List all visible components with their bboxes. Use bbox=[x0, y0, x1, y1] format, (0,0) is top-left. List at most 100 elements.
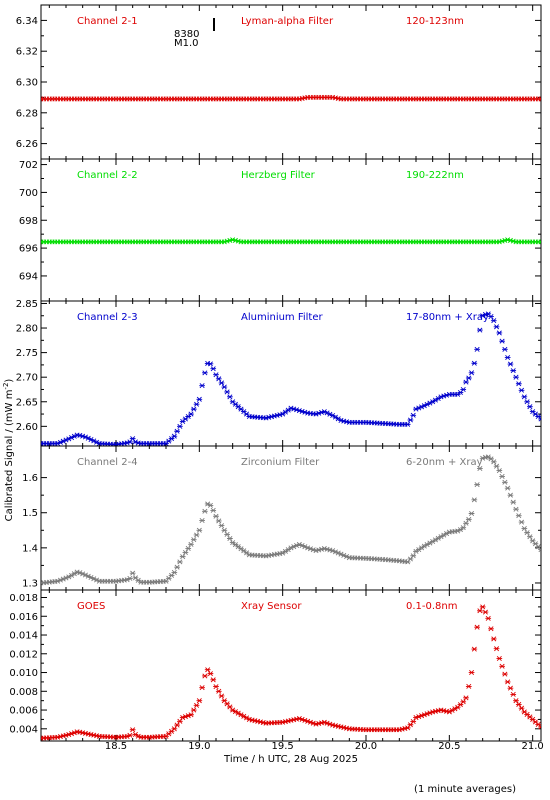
x-tick-label: 20.5 bbox=[438, 741, 460, 752]
panel-5: 0.004 0.006 0.008 0.010 0.012 0.014 0.016 0.018… bbox=[9, 589, 542, 742]
channel-label: Channel 2-1 bbox=[77, 16, 138, 27]
data-point bbox=[515, 381, 522, 387]
data-point bbox=[468, 370, 475, 376]
data-point bbox=[485, 454, 492, 460]
data-point bbox=[127, 575, 133, 581]
data-point bbox=[177, 423, 183, 429]
data-point bbox=[221, 698, 228, 704]
data-point bbox=[496, 468, 503, 474]
data-point bbox=[463, 695, 469, 701]
band-label: 0.1-0.8nm bbox=[406, 601, 458, 612]
data-point bbox=[210, 677, 217, 683]
panel-4: 1.3 1.4 1.5 1.6 Channel 2-4 Zirconium Filter 6… bbox=[22, 445, 542, 591]
data-point bbox=[218, 523, 225, 529]
data-point bbox=[196, 396, 203, 402]
panel-3: 2.60 2.65 2.70 2.75 2.80 2.85 Channel 2-3 Alumi… bbox=[16, 299, 542, 447]
data-point bbox=[224, 531, 230, 537]
y-tick-label: 6.34 bbox=[16, 16, 38, 27]
y-tick-label: 698 bbox=[19, 216, 38, 227]
data-point bbox=[171, 433, 178, 439]
y-tick-label: 0.010 bbox=[9, 668, 38, 679]
series-marks bbox=[41, 604, 541, 741]
data-point bbox=[490, 459, 497, 465]
series-marks bbox=[41, 311, 541, 446]
data-point bbox=[499, 473, 505, 479]
data-point bbox=[174, 428, 180, 434]
data-point bbox=[129, 436, 136, 442]
data-point bbox=[213, 372, 219, 378]
data-point bbox=[510, 691, 517, 697]
data-point bbox=[527, 534, 533, 540]
y-tick-label: 0.018 bbox=[9, 593, 38, 604]
data-point bbox=[193, 532, 200, 538]
data-point bbox=[129, 570, 136, 576]
data-point bbox=[518, 387, 525, 393]
panel-frame bbox=[40, 4, 542, 160]
data-point bbox=[213, 684, 219, 690]
data-point bbox=[485, 615, 492, 621]
data-point bbox=[196, 698, 203, 704]
channel-label: GOES bbox=[77, 601, 105, 612]
y-tick-label: 0.016 bbox=[9, 612, 38, 623]
data-point bbox=[457, 527, 464, 533]
panels-group: 6.26 6.28 6.30 6.32 6.34 Channel 2-1 Lyman-alp… bbox=[9, 4, 544, 752]
data-point bbox=[527, 404, 533, 410]
data-point bbox=[188, 712, 194, 718]
y-tick-label: 1.4 bbox=[22, 543, 38, 554]
data-point bbox=[504, 679, 511, 685]
data-point bbox=[129, 727, 136, 733]
data-point bbox=[193, 401, 200, 407]
data-point bbox=[207, 671, 214, 677]
data-point bbox=[199, 383, 205, 389]
y-tick-label: 6.26 bbox=[16, 139, 38, 150]
y-tick-label: 0.012 bbox=[9, 649, 38, 660]
y-tick-label: 0.008 bbox=[9, 687, 38, 698]
data-point bbox=[410, 718, 417, 724]
data-point bbox=[218, 693, 225, 699]
data-point bbox=[174, 722, 180, 728]
data-point bbox=[199, 685, 205, 691]
x-tick-label: 20.0 bbox=[355, 741, 377, 752]
y-tick-label: 6.28 bbox=[16, 108, 38, 119]
filter-label: Herzberg Filter bbox=[241, 170, 316, 181]
data-point bbox=[174, 564, 180, 570]
channel-label: Channel 2-2 bbox=[77, 170, 138, 181]
data-point bbox=[504, 485, 511, 491]
data-point bbox=[488, 314, 494, 320]
data-point bbox=[488, 626, 494, 632]
data-point bbox=[471, 360, 478, 366]
data-point bbox=[510, 499, 517, 505]
y-tick-label: 6.32 bbox=[16, 47, 38, 58]
series-marks bbox=[41, 94, 541, 102]
band-label: 190-222nm bbox=[406, 170, 464, 181]
data-point bbox=[196, 527, 203, 533]
data-point bbox=[193, 702, 200, 708]
data-point bbox=[218, 380, 225, 386]
data-point bbox=[188, 411, 194, 417]
x-tick-label: 21.0 bbox=[522, 741, 544, 752]
data-point bbox=[482, 609, 489, 615]
data-point bbox=[474, 346, 480, 352]
filter-label: Zirconium Filter bbox=[241, 457, 320, 468]
panel-1: 6.26 6.28 6.30 6.32 6.34 Channel 2-1 Lyman-alp… bbox=[16, 4, 542, 160]
data-point bbox=[227, 704, 233, 710]
panel-2: 694 696 698 700 702 Channel 2-2 Herzberg Filte… bbox=[19, 158, 542, 302]
y-tick-label: 2.70 bbox=[16, 373, 38, 384]
data-point bbox=[507, 361, 514, 367]
data-point bbox=[504, 355, 511, 361]
data-point bbox=[521, 394, 528, 400]
flare-marker: 8380 M1.0 bbox=[174, 18, 215, 49]
data-point bbox=[513, 698, 519, 704]
data-point bbox=[538, 547, 541, 553]
data-point bbox=[507, 685, 514, 691]
channel-label: Channel 2-3 bbox=[77, 312, 138, 323]
data-point bbox=[471, 646, 478, 652]
data-point bbox=[177, 718, 183, 724]
data-point bbox=[468, 670, 475, 676]
data-point bbox=[468, 510, 475, 517]
filter-label: Aluminium Filter bbox=[241, 312, 324, 323]
x-tick-label: 18.5 bbox=[105, 741, 127, 752]
y-tick-label: 1.6 bbox=[22, 473, 38, 484]
y-tick-label: 702 bbox=[19, 160, 38, 171]
y-axis-title: Calibrated Signal / (mW m-2) bbox=[2, 379, 15, 522]
